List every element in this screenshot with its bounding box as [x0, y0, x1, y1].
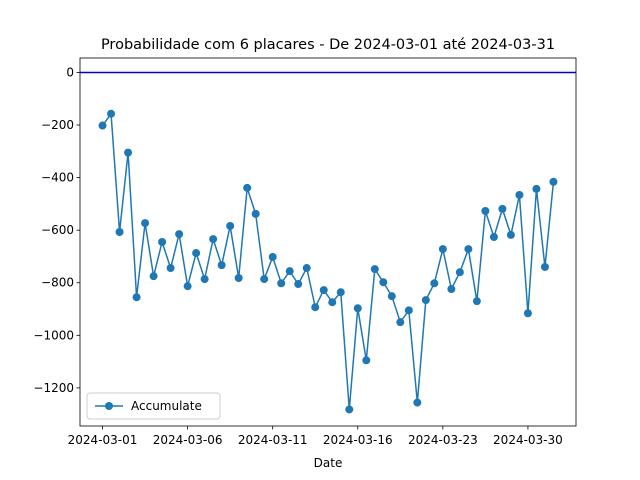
point — [243, 183, 252, 192]
point — [149, 272, 158, 281]
point — [115, 228, 124, 237]
point — [166, 264, 175, 273]
point — [260, 275, 269, 284]
point — [506, 230, 515, 239]
point — [183, 282, 192, 291]
point — [294, 280, 303, 289]
point — [217, 261, 226, 270]
point — [268, 252, 277, 261]
point — [234, 274, 243, 283]
x-tick-label: 2024-03-16 — [323, 433, 393, 447]
point — [396, 318, 405, 327]
y-tick-label: 0 — [66, 65, 74, 79]
x-tick-label: 2024-03-11 — [238, 433, 308, 447]
point — [481, 206, 490, 215]
point — [353, 304, 362, 313]
y-tick-label: −400 — [41, 171, 74, 185]
point — [413, 398, 422, 407]
point — [175, 230, 184, 239]
point — [158, 238, 167, 246]
point — [141, 219, 150, 228]
point — [464, 245, 473, 254]
point — [192, 249, 201, 258]
point — [311, 303, 320, 312]
point — [319, 286, 328, 295]
point — [285, 267, 294, 276]
point — [549, 177, 558, 186]
point — [498, 204, 507, 213]
chart-title: Probabilidade com 6 placares - De 2024-0… — [101, 37, 555, 53]
point — [98, 121, 107, 130]
x-tick-label: 2024-03-30 — [493, 433, 563, 447]
point — [515, 190, 524, 199]
legend: Accumulate — [86, 392, 221, 420]
point — [251, 209, 260, 218]
y-tick-label: −1000 — [33, 328, 74, 342]
point — [447, 285, 456, 294]
point — [302, 264, 311, 273]
point — [209, 235, 218, 244]
point — [226, 221, 235, 230]
point — [523, 309, 532, 318]
point — [404, 306, 413, 315]
legend-label: Accumulate — [131, 399, 202, 413]
point — [277, 279, 286, 288]
y-tick-label: −600 — [41, 223, 74, 237]
point — [345, 405, 354, 414]
point — [455, 268, 464, 277]
y-tick-label: −200 — [41, 118, 74, 132]
point — [336, 288, 345, 297]
point — [430, 279, 439, 288]
axes-frame — [79, 57, 577, 427]
point — [421, 296, 430, 305]
point — [107, 109, 116, 118]
point — [124, 148, 133, 157]
y-tick-label: −1200 — [33, 381, 74, 395]
y-tick-label: −800 — [41, 276, 74, 290]
point — [370, 265, 379, 274]
x-tick-label: 2024-03-06 — [153, 433, 223, 447]
point — [379, 278, 388, 287]
x-tick-label: 2024-03-23 — [408, 433, 478, 447]
series-line — [101, 111, 555, 410]
x-axis-label: Date — [314, 456, 343, 470]
point — [540, 262, 549, 271]
point — [438, 245, 447, 254]
point — [362, 356, 371, 365]
point — [387, 292, 396, 301]
point — [532, 184, 541, 193]
legend-box — [86, 392, 221, 420]
point — [200, 275, 209, 284]
x-tick-label: 2024-03-01 — [68, 433, 138, 447]
point — [489, 233, 498, 242]
legend-marker — [105, 402, 113, 410]
point — [472, 297, 481, 306]
point — [328, 298, 337, 307]
point — [132, 293, 141, 302]
